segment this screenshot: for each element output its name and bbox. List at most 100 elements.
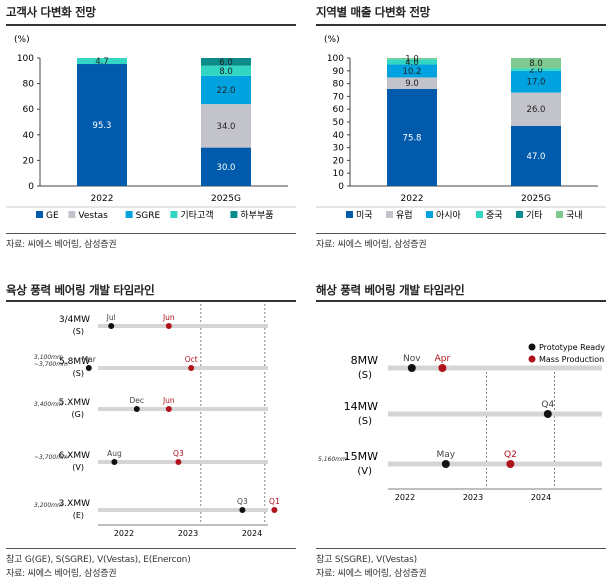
bar-segment: [201, 75, 251, 105]
row-label: 5.8MW: [59, 357, 90, 367]
prototype-marker: [85, 365, 92, 371]
offshore-title-rule: [316, 300, 606, 302]
prototype-marker: [239, 507, 246, 513]
legend-label: 기타: [526, 210, 543, 221]
y-tick-label: 60: [333, 105, 345, 115]
legend-label: 기타고객: [180, 210, 213, 221]
legend-marker: [528, 355, 536, 363]
y-tick-label: 100: [17, 54, 34, 64]
onshore-source-rule: [6, 548, 296, 549]
event-label: Jun: [162, 313, 175, 322]
prototype-marker: [543, 410, 552, 418]
mass-production-marker: [438, 364, 447, 372]
offshore-timeline-title: 해상 풍력 베어링 개발 타임라인: [316, 283, 465, 297]
x-tick-label: 2023: [178, 529, 198, 538]
data-label: 26.0: [527, 105, 546, 115]
onshore-note: 참고 G(GE), S(SGRE), V(Vestas), E(Enercon): [6, 555, 191, 565]
onshore-timeline: 2022 2023 2024 3/4MW (S) Jul Jun 5.8MW (S) 3,100m…: [34, 304, 280, 538]
region-source-rule: [316, 233, 606, 234]
row-sublabel: (E): [73, 511, 84, 520]
customer-chart-title: 고객사 다변화 전망: [6, 5, 96, 19]
bar-segment: [511, 58, 561, 69]
region-source: 자료: 씨에스 베어링, 삼성증권: [316, 240, 427, 250]
legend-swatch: [386, 211, 393, 218]
mass-production-marker: [165, 406, 172, 412]
mass-production-marker: [165, 323, 172, 329]
prototype-marker: [133, 406, 140, 412]
y-tick-label: 10: [333, 169, 345, 179]
row-label: 14MW: [344, 400, 378, 413]
data-label: 47.0: [527, 152, 546, 162]
region-title-rule: [316, 24, 606, 26]
event-label: Q2: [504, 450, 517, 460]
data-label: 22.0: [217, 86, 236, 96]
y-tick-label: 20: [333, 156, 345, 166]
legend-swatch: [516, 211, 523, 218]
prototype-marker: [407, 364, 416, 372]
event-label: Q3: [237, 497, 248, 506]
legend-label: 하부부품: [240, 210, 273, 221]
x-tick-label: 2024: [242, 529, 262, 538]
onshore-timeline-title: 육상 풍력 베어링 개발 타임라인: [6, 283, 155, 297]
legend-label: SGRE: [136, 211, 161, 221]
data-label: 9.0: [405, 79, 419, 89]
y-tick-label: 30: [333, 144, 345, 154]
y-tick-label: 80: [23, 80, 35, 90]
legend-label: GE: [46, 211, 59, 221]
y-tick-label: 20: [23, 156, 35, 166]
customer-source-rule: [6, 233, 296, 234]
row-sublabel: (V): [357, 466, 372, 477]
bar-segment: [201, 104, 251, 148]
event-label: Oct: [185, 355, 198, 364]
region-chart-title: 지역별 매출 다변화 전망: [316, 5, 430, 19]
offshore-note: 참고 S(SGRE), V(Vestas): [316, 555, 417, 565]
bar-segment: [511, 68, 561, 71]
data-label: 95.3: [93, 121, 112, 131]
row-label: 6.XMW: [59, 451, 91, 461]
x-tick-label: 2023: [463, 493, 483, 502]
mass-production-marker: [188, 365, 195, 371]
mass-production-marker: [175, 459, 182, 465]
legend-label: 국내: [566, 210, 583, 221]
x-tick-label: 2022: [91, 194, 114, 204]
legend-swatch: [476, 211, 483, 218]
mass-production-marker: [271, 507, 278, 513]
y-unit-label: (%): [14, 35, 30, 45]
row-label: 5.XMW: [59, 398, 91, 408]
legend-label: 중국: [486, 210, 503, 221]
customer-chart: (%) 0 20 40 60 80 100 2022 95.3 4.7 2025G 30.0 34.0 2…: [6, 35, 296, 221]
data-label: 34.0: [217, 122, 236, 132]
data-label: 8.0: [219, 67, 233, 77]
x-tick-label: 2022: [401, 194, 424, 204]
event-label: Apr: [435, 354, 451, 364]
data-label: 1.0: [405, 55, 419, 65]
x-tick-label: 2022: [114, 529, 134, 538]
data-label: 8.0: [529, 59, 543, 69]
row-sublabel: (V): [72, 463, 84, 472]
onshore-title-rule: [6, 300, 296, 302]
y-tick-label: 50: [333, 118, 345, 128]
row-label: 8MW: [351, 354, 378, 367]
event-label: May: [436, 450, 455, 460]
event-label: Q4: [541, 400, 554, 410]
data-label: 4.0: [405, 58, 419, 68]
event-label: Jul: [106, 313, 116, 322]
offshore-source: 자료: 씨에스 베어링, 삼성증권: [316, 569, 427, 579]
bar-segment: [511, 70, 561, 93]
row-sublabel: (S): [73, 327, 84, 336]
row-sublabel: (S): [73, 369, 84, 378]
y-tick-label: 0: [338, 182, 344, 192]
row-label: 15MW: [344, 450, 378, 463]
row-note: 3,400mm: [34, 401, 63, 408]
data-label: 6.0: [219, 58, 233, 68]
event-label: Q3: [173, 449, 184, 458]
legend-swatch: [346, 211, 353, 218]
y-tick-label: 70: [333, 92, 345, 102]
event-label: Nov: [403, 354, 421, 364]
y-tick-label: 90: [333, 67, 345, 77]
x-tick-label: 2025G: [211, 194, 241, 204]
data-label: 17.0: [527, 78, 546, 88]
y-tick-label: 0: [28, 182, 34, 192]
legend-swatch: [426, 211, 433, 218]
bar-segment: [77, 64, 127, 186]
